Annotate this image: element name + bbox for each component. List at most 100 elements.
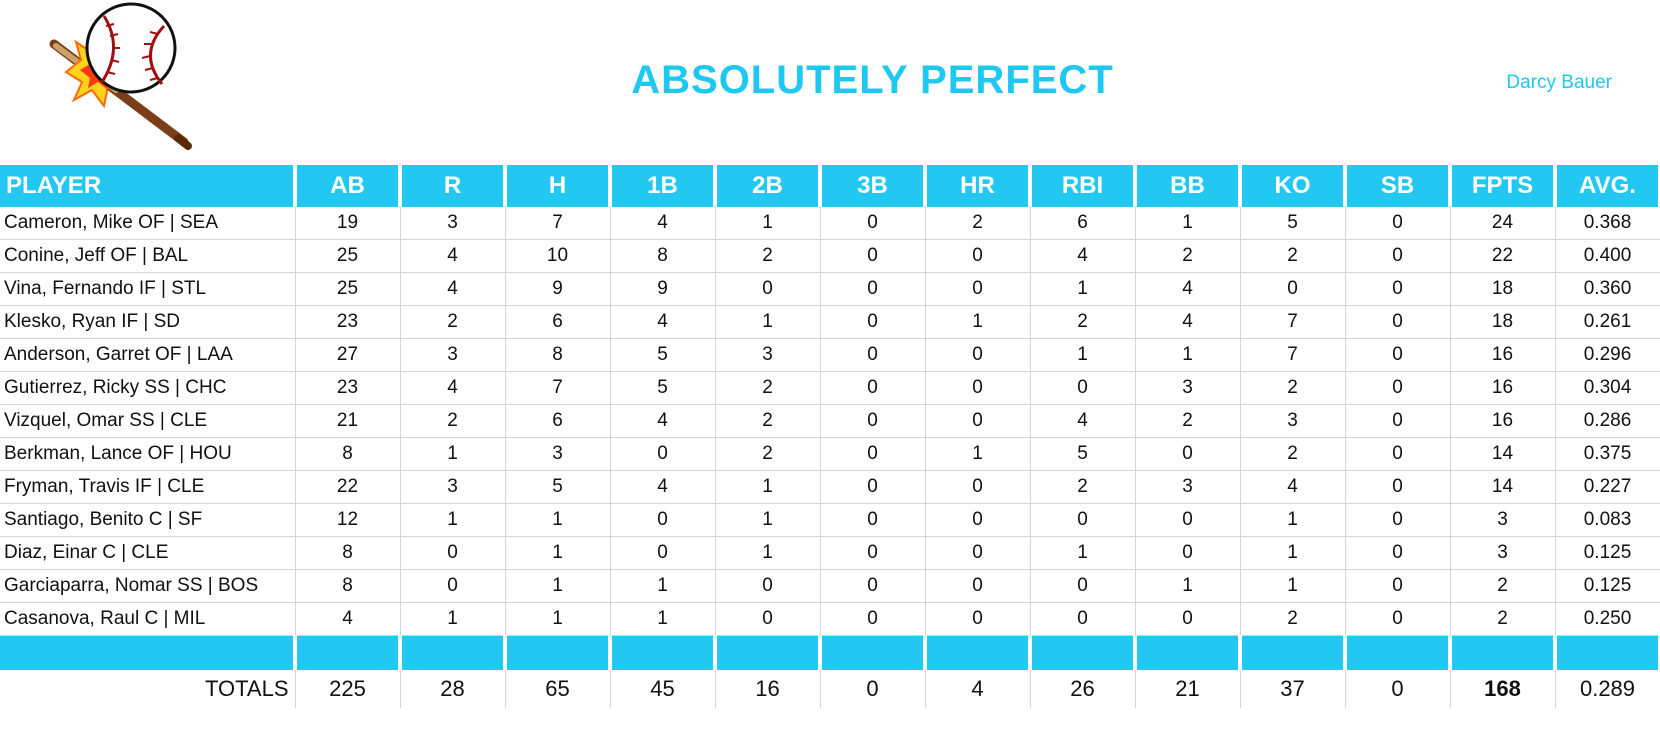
column-header-3b: 3B <box>820 165 927 207</box>
stat-cell-rbi: 0 <box>1030 602 1136 636</box>
stat-cell-2b: 1 <box>715 470 821 504</box>
table-row: Casanova, Raul C | MIL 4 1 1 1 0 0 0 0 0 2 0 2 0.250 <box>0 602 1660 636</box>
column-header-sb: SB <box>1345 165 1452 207</box>
stat-cell-ko: 0 <box>1240 272 1346 306</box>
total-cell-h: 65 <box>505 670 611 708</box>
total-cell-hr: 4 <box>925 670 1031 708</box>
stat-cell-2b: 3 <box>715 338 821 372</box>
header-row: PLAYER AB R H 1B 2B 3B HR RBI BB KO SB FPTS AVG. <box>0 165 1660 207</box>
stat-cell-1b: 1 <box>610 569 716 603</box>
stat-cell-rbi: 1 <box>1030 536 1136 570</box>
column-header-hr: HR <box>925 165 1032 207</box>
stat-cell-fpts: 18 <box>1450 305 1556 339</box>
stat-cell-hr: 0 <box>925 602 1031 636</box>
stat-cell-sb: 0 <box>1345 602 1451 636</box>
stat-cell-sb: 0 <box>1345 305 1451 339</box>
stat-cell-sb: 0 <box>1345 404 1451 438</box>
divider-cell <box>925 635 1032 670</box>
total-cell-1b: 45 <box>610 670 716 708</box>
stat-cell-avg: 0.400 <box>1555 239 1660 273</box>
stat-cell-ko: 1 <box>1240 503 1346 537</box>
stat-cell-fpts: 3 <box>1450 503 1556 537</box>
stat-cell-bb: 4 <box>1135 272 1241 306</box>
stat-cell-ab: 4 <box>295 602 401 636</box>
stat-cell-1b: 0 <box>610 503 716 537</box>
stat-cell-hr: 0 <box>925 338 1031 372</box>
stat-cell-3b: 0 <box>820 536 926 570</box>
stat-cell-bb: 3 <box>1135 371 1241 405</box>
stat-cell-rbi: 0 <box>1030 503 1136 537</box>
stat-cell-avg: 0.375 <box>1555 437 1660 471</box>
stat-cell-sb: 0 <box>1345 437 1451 471</box>
stat-cell-r: 1 <box>400 602 506 636</box>
stat-cell-sb: 0 <box>1345 239 1451 273</box>
stat-cell-h: 8 <box>505 338 611 372</box>
stat-cell-avg: 0.261 <box>1555 305 1660 339</box>
stat-cell-r: 4 <box>400 239 506 273</box>
stat-cell-2b: 0 <box>715 602 821 636</box>
stat-cell-h: 6 <box>505 404 611 438</box>
stat-cell-r: 0 <box>400 536 506 570</box>
column-header-rbi: RBI <box>1030 165 1137 207</box>
table-row: Klesko, Ryan IF | SD 23 2 6 4 1 0 1 2 4 7 0 18 0.261 <box>0 305 1660 339</box>
stat-cell-2b: 0 <box>715 272 821 306</box>
owner-name: Darcy Bauer <box>1506 72 1612 93</box>
stat-cell-avg: 0.286 <box>1555 404 1660 438</box>
total-cell-3b: 0 <box>820 670 926 708</box>
table-row: Garciaparra, Nomar SS | BOS 8 0 1 1 0 0 0 0 1 1 0 2 0… <box>0 569 1660 603</box>
stat-cell-bb: 2 <box>1135 404 1241 438</box>
table-row: Santiago, Benito C | SF 12 1 1 0 1 0 0 0 0 1 0 3 0.08… <box>0 503 1660 537</box>
stat-cell-ab: 23 <box>295 305 401 339</box>
stat-cell-ko: 7 <box>1240 338 1346 372</box>
stat-cell-rbi: 4 <box>1030 239 1136 273</box>
column-header-bb: BB <box>1135 165 1242 207</box>
divider-cell <box>1345 635 1452 670</box>
stat-cell-r: 2 <box>400 305 506 339</box>
baseball-bat-icon <box>49 2 192 150</box>
stat-cell-avg: 0.083 <box>1555 503 1660 537</box>
divider-cell <box>400 635 507 670</box>
table-row: Vina, Fernando IF | STL 25 4 9 9 0 0 0 1 4 0 0 18 0.3… <box>0 272 1660 306</box>
stat-cell-sb: 0 <box>1345 470 1451 504</box>
stat-cell-rbi: 2 <box>1030 305 1136 339</box>
stat-cell-1b: 0 <box>610 536 716 570</box>
stat-cell-h: 1 <box>505 602 611 636</box>
stat-cell-r: 1 <box>400 503 506 537</box>
player-name-cell: Fryman, Travis IF | CLE <box>0 470 296 504</box>
stat-cell-rbi: 1 <box>1030 272 1136 306</box>
totals-label: TOTALS <box>0 670 296 708</box>
stat-cell-3b: 0 <box>820 503 926 537</box>
stat-cell-hr: 0 <box>925 239 1031 273</box>
stat-cell-rbi: 2 <box>1030 470 1136 504</box>
stat-cell-avg: 0.125 <box>1555 536 1660 570</box>
stat-cell-ko: 2 <box>1240 602 1346 636</box>
stat-cell-ko: 2 <box>1240 437 1346 471</box>
player-name-cell: Berkman, Lance OF | HOU <box>0 437 296 471</box>
page-title: ABSOLUTELY PERFECT <box>631 58 1114 102</box>
table-row: Vizquel, Omar SS | CLE 21 2 6 4 2 0 0 4 2 3 0 16 0.28… <box>0 404 1660 438</box>
stat-cell-h: 5 <box>505 470 611 504</box>
stat-cell-ko: 1 <box>1240 536 1346 570</box>
table-row: Anderson, Garret OF | LAA 27 3 8 5 3 0 0 1 1 7 0 16 0… <box>0 338 1660 372</box>
table-row: Berkman, Lance OF | HOU 8 1 3 0 2 0 1 5 0 2 0 14 0.37… <box>0 437 1660 471</box>
stat-cell-h: 7 <box>505 207 611 240</box>
stat-cell-bb: 0 <box>1135 437 1241 471</box>
stat-cell-1b: 4 <box>610 305 716 339</box>
divider-cell <box>820 635 927 670</box>
stat-cell-1b: 5 <box>610 338 716 372</box>
stat-cell-1b: 4 <box>610 207 716 240</box>
stat-cell-avg: 0.360 <box>1555 272 1660 306</box>
stat-cell-fpts: 24 <box>1450 207 1556 240</box>
stat-cell-h: 10 <box>505 239 611 273</box>
stat-cell-2b: 1 <box>715 207 821 240</box>
divider-cell <box>1030 635 1137 670</box>
stat-cell-ab: 25 <box>295 239 401 273</box>
player-name-cell: Cameron, Mike OF | SEA <box>0 207 296 240</box>
stat-cell-r: 3 <box>400 338 506 372</box>
stat-cell-bb: 1 <box>1135 338 1241 372</box>
stat-cell-3b: 0 <box>820 602 926 636</box>
stat-cell-avg: 0.227 <box>1555 470 1660 504</box>
total-cell-rbi: 26 <box>1030 670 1136 708</box>
total-cell-bb: 21 <box>1135 670 1241 708</box>
table-row: Diaz, Einar C | CLE 8 0 1 0 1 0 0 1 0 1 0 3 0.125 <box>0 536 1660 570</box>
